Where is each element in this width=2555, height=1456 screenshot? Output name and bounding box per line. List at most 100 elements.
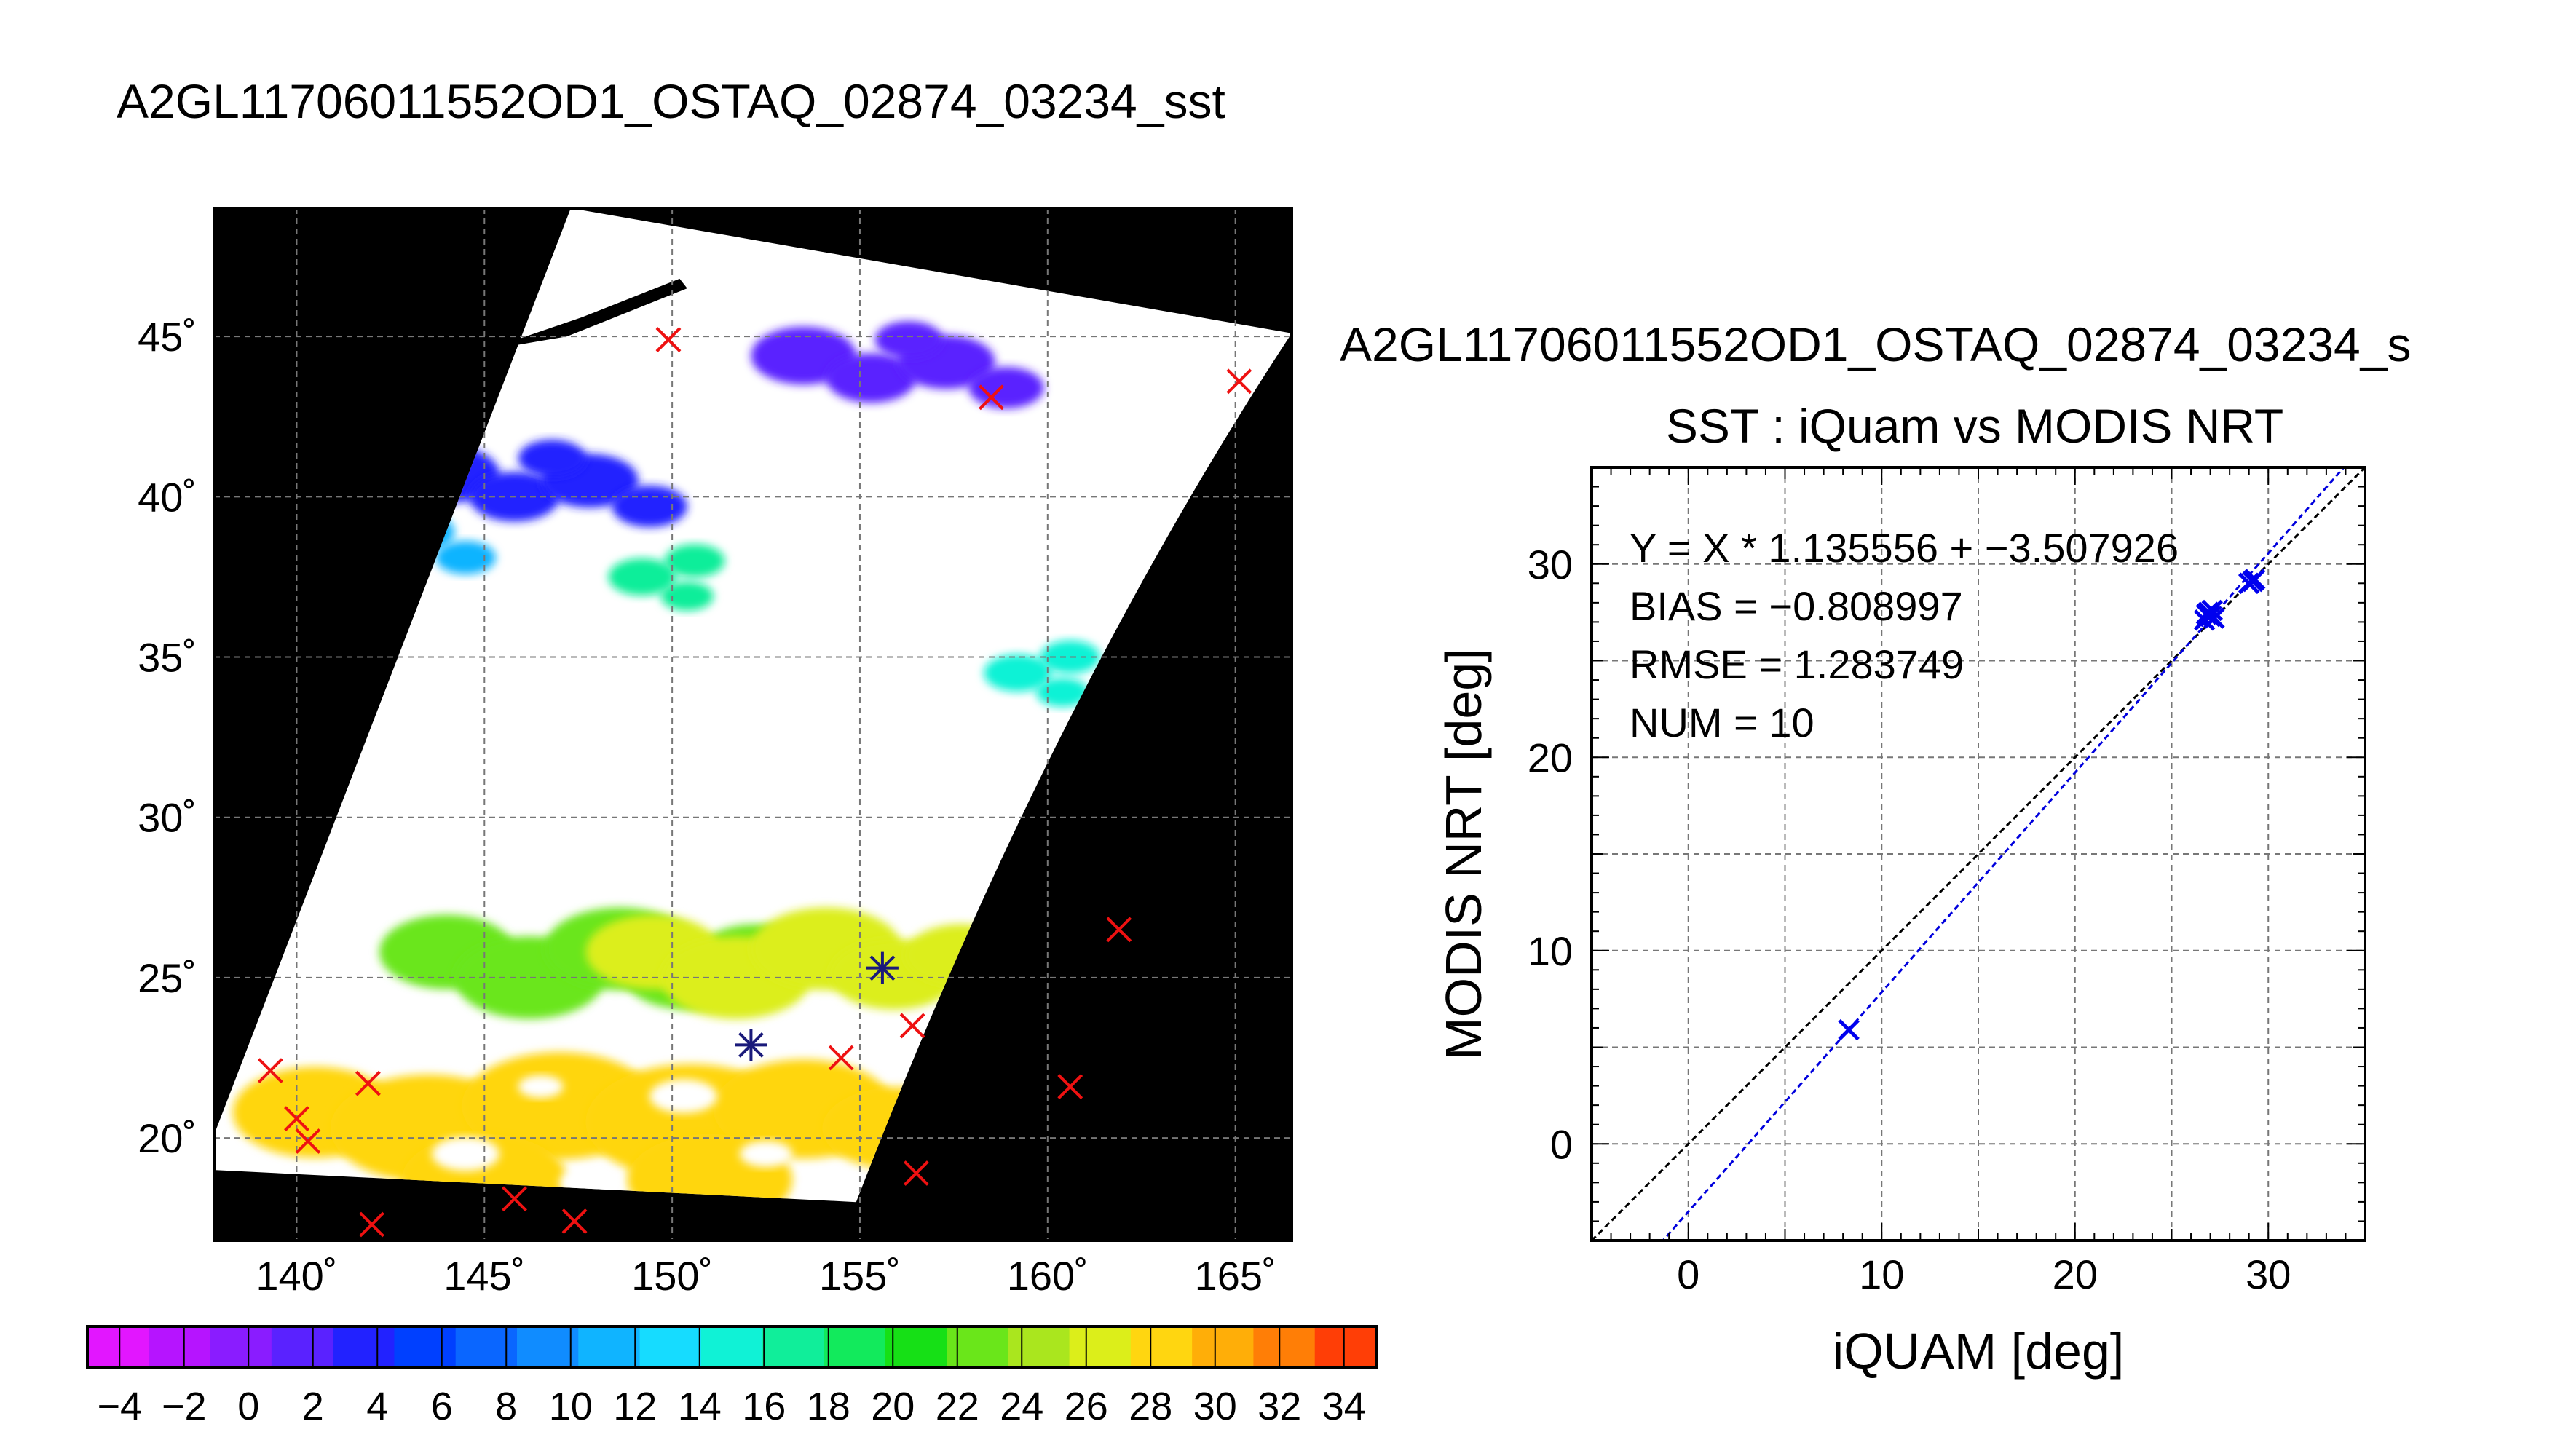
colorbar-cell xyxy=(578,1326,641,1367)
y-tick-label: 0 xyxy=(1550,1121,1573,1167)
colorbar-cell xyxy=(885,1326,947,1367)
buoy-stroke xyxy=(355,1070,381,1096)
colorbar-tick-label: 24 xyxy=(1000,1385,1043,1428)
colorbar-cells xyxy=(87,1326,1377,1367)
buoy-marker xyxy=(866,951,899,984)
colorbar-cell xyxy=(271,1326,333,1367)
buoy-marker xyxy=(1057,1074,1083,1100)
buoy-stroke xyxy=(899,1013,925,1039)
sst-patch xyxy=(608,558,676,596)
buoy-marker xyxy=(284,1106,309,1132)
scatter-stats: Y = X * 1.135556 + −3.507926 BIAS = −0.80… xyxy=(1630,525,2179,745)
sst-patch xyxy=(664,544,725,578)
colorbar-tick-label: 14 xyxy=(678,1385,722,1428)
point-stroke xyxy=(2201,599,2224,622)
coastline-land xyxy=(214,208,687,625)
colorbar-tick-label: 34 xyxy=(1322,1385,1366,1428)
colorbar-tick-label: 18 xyxy=(807,1385,850,1428)
buoy-marker xyxy=(355,1070,381,1096)
buoy-marker xyxy=(903,1160,929,1186)
scatter-point xyxy=(1838,1018,1860,1041)
colorbar-cell xyxy=(517,1326,579,1367)
scatter-gridlines xyxy=(1591,467,2365,1241)
colorbar-tick-label: 28 xyxy=(1129,1385,1172,1428)
colorbar-tick-label: −4 xyxy=(97,1385,142,1428)
colorbar-cell xyxy=(149,1326,211,1367)
colorbar-tick-label: 32 xyxy=(1257,1385,1301,1428)
lat-tick-label: 35˚ xyxy=(138,635,197,681)
colorbar-tick-label: 8 xyxy=(495,1385,517,1428)
cloud-gap xyxy=(518,1075,564,1099)
cloud-gap xyxy=(649,1079,717,1114)
x-tick-label: 20 xyxy=(2053,1251,2098,1297)
colorbar-cell xyxy=(1069,1326,1132,1367)
scatter-point xyxy=(2243,569,2266,590)
lon-tick-label: 165˚ xyxy=(1195,1253,1276,1299)
colorbar-frame xyxy=(86,1325,1378,1369)
lon-tick-label: 160˚ xyxy=(1007,1253,1089,1299)
sst-patch xyxy=(1040,640,1100,674)
buoy-stroke xyxy=(502,1186,527,1212)
colorbar-cell xyxy=(394,1326,457,1367)
sst-map: 140˚ 145˚ 150˚ 155˚ 160˚ 165˚ 20˚ 25˚ 30˚ 35˚ 40˚… xyxy=(138,207,1293,1299)
sst-patch xyxy=(612,486,687,527)
buoy-stroke xyxy=(1106,917,1132,943)
lon-tick-label: 150˚ xyxy=(631,1253,713,1299)
regression-line xyxy=(1661,467,2346,1241)
lon-tick-label: 155˚ xyxy=(819,1253,901,1299)
colorbar-tick-label: 22 xyxy=(936,1385,979,1428)
buoy-stroke xyxy=(1226,368,1252,395)
lat-tick-label: 25˚ xyxy=(138,955,197,1001)
colorbar-tick-label: 4 xyxy=(366,1385,388,1428)
buoy-stroke xyxy=(284,1106,309,1132)
map-frame xyxy=(213,207,1293,1242)
lon-tick-label: 140˚ xyxy=(256,1253,337,1299)
cloud-gap xyxy=(739,1141,793,1168)
colorbar-tick-label: 26 xyxy=(1065,1385,1108,1428)
buoy-stroke xyxy=(257,1058,283,1084)
sst-patch xyxy=(874,321,943,359)
buoy-stroke xyxy=(828,1045,854,1071)
colorbar-cell xyxy=(1314,1326,1377,1367)
colorbar-cell xyxy=(455,1326,518,1367)
point-stroke xyxy=(2243,569,2266,590)
colorbar: −4 −2 0 2 4 6 8 10 12 14 16 18 20 22 24 26 28 30 32 34 xyxy=(86,1325,1378,1428)
sst-patch xyxy=(984,654,1051,692)
y-axis-label: MODIS NRT [deg] xyxy=(1435,648,1492,1059)
sst-patch xyxy=(518,440,586,477)
buoy-stroke xyxy=(359,1211,384,1238)
stat-bias: BIAS = −0.808997 xyxy=(1630,583,1963,629)
scatter-tick-labels: 0 0 10 10 20 20 30 30 xyxy=(1528,542,2291,1297)
colorbar-tick-label: 6 xyxy=(431,1385,453,1428)
buoy-marker xyxy=(979,384,1004,411)
sst-patch xyxy=(968,367,1044,408)
scatter-points xyxy=(1838,569,2266,1041)
map-gridlines xyxy=(214,208,1292,1241)
lat-tick-label: 30˚ xyxy=(138,795,197,841)
colorbar-cell xyxy=(333,1326,395,1367)
lat-tick-label: 45˚ xyxy=(138,314,197,360)
colorbar-tick-label: 10 xyxy=(549,1385,593,1428)
stat-num: NUM = 10 xyxy=(1630,700,1814,745)
buoy-stroke xyxy=(655,327,682,352)
lon-tick-label: 145˚ xyxy=(443,1253,525,1299)
longitude-tick-labels: 140˚ 145˚ 150˚ 155˚ 160˚ 165˚ xyxy=(256,1253,1276,1299)
cloud-gap xyxy=(432,1136,499,1171)
colorbar-cell xyxy=(87,1326,149,1367)
kuril-islands xyxy=(454,278,687,356)
colorbar-tick-label: 2 xyxy=(302,1385,324,1428)
scatter-point xyxy=(2201,599,2224,622)
colorbar-cell xyxy=(947,1326,1008,1367)
sst-patch xyxy=(660,582,714,611)
buoy-marker xyxy=(257,1058,283,1084)
buoy-stroke xyxy=(1057,1074,1083,1100)
y-tick-label: 20 xyxy=(1528,735,1573,780)
land-mass xyxy=(214,208,496,625)
colorbar-cell xyxy=(1253,1326,1316,1367)
stat-fit: Y = X * 1.135556 + −3.507926 xyxy=(1630,525,2179,571)
buoy-marker xyxy=(1106,917,1132,943)
buoy-marker xyxy=(359,1211,384,1238)
buoy-stroke xyxy=(903,1160,929,1186)
colorbar-cell xyxy=(762,1326,825,1367)
